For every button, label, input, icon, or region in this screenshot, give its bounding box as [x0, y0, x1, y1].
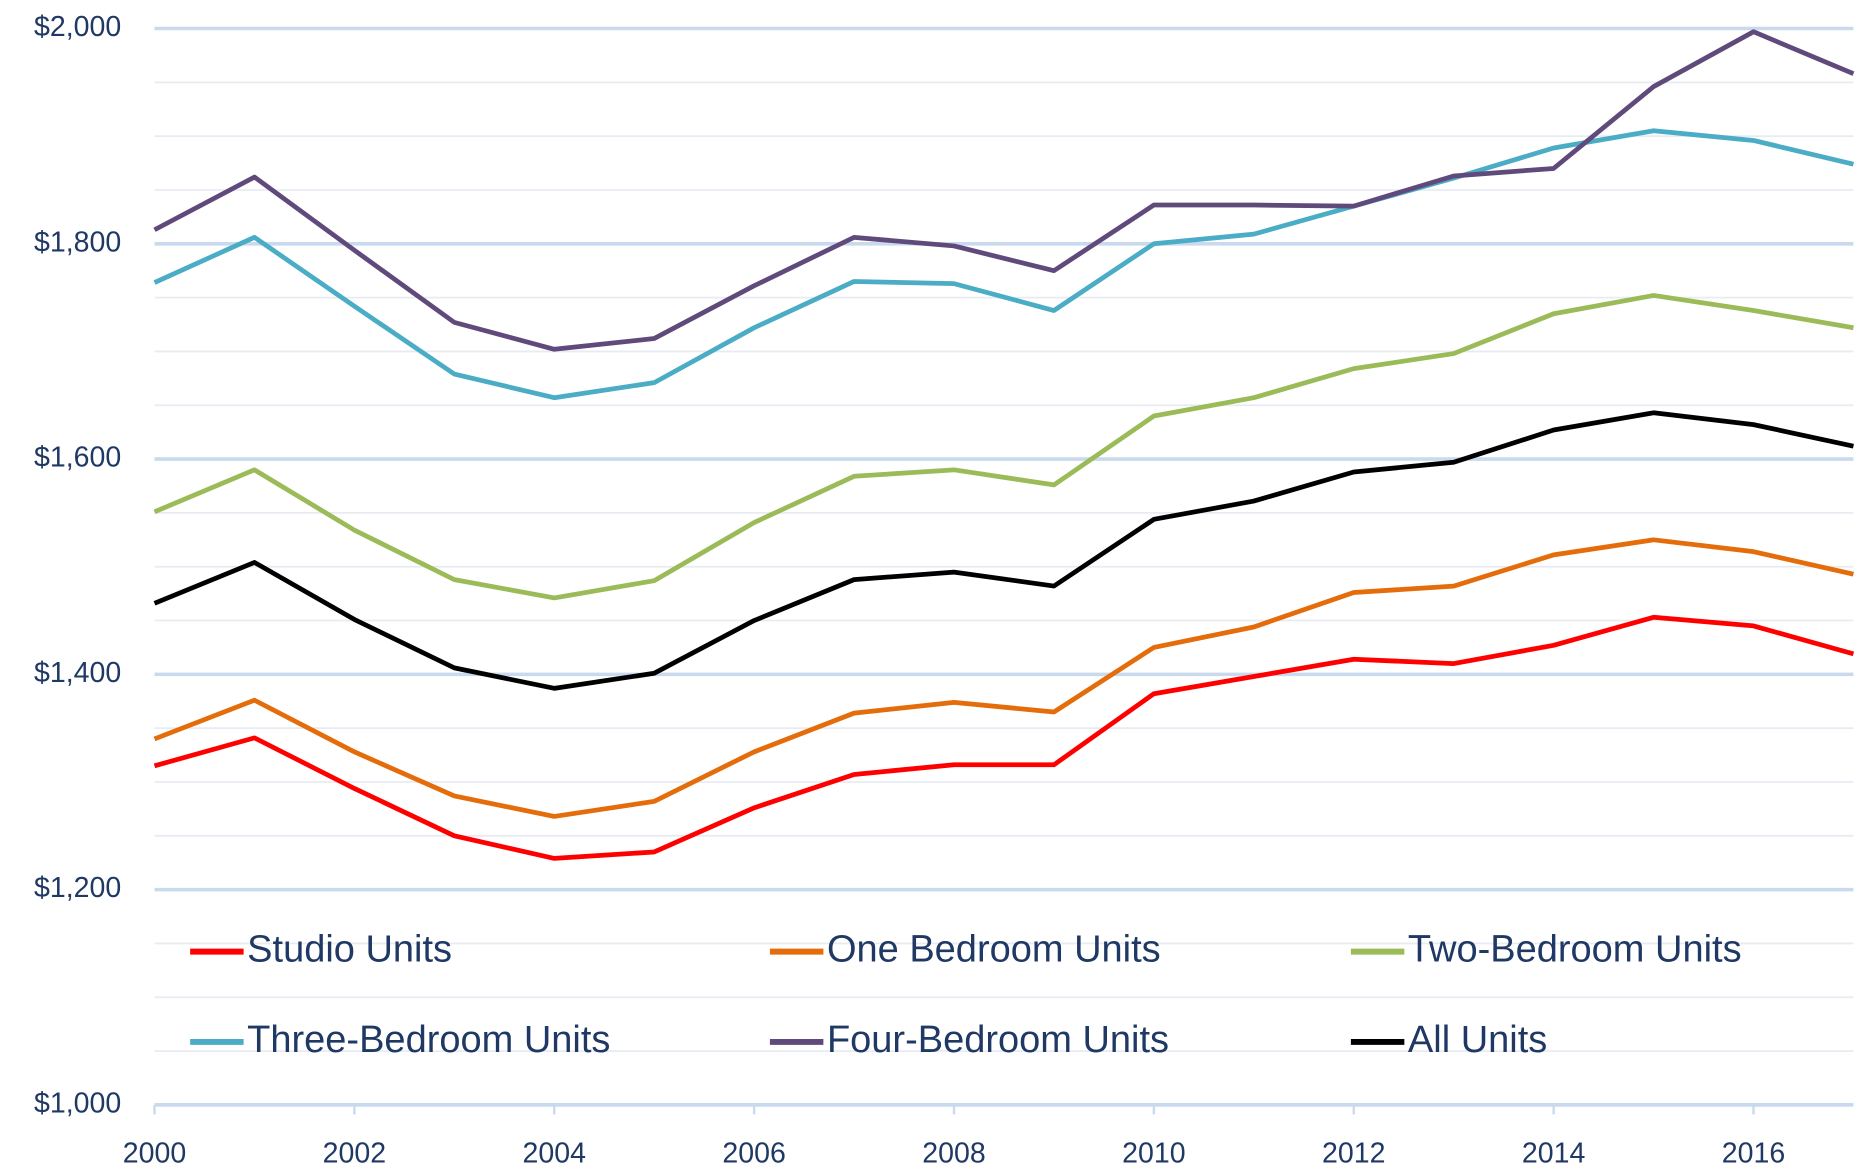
- x-tick-label: 2016: [1722, 1137, 1785, 1169]
- x-tick-label: 2004: [523, 1137, 587, 1169]
- series-line: [153, 410, 1854, 691]
- y-tick-label: $1,600: [34, 442, 121, 474]
- legend-label: All Units: [1408, 1019, 1547, 1061]
- x-tick-label: 2000: [123, 1137, 186, 1169]
- series-line: [153, 128, 1854, 401]
- legend-label: Three-Bedroom Units: [247, 1019, 610, 1061]
- x-tick-label: 2006: [722, 1137, 785, 1169]
- x-tick-label: 2012: [1322, 1137, 1385, 1169]
- legend-label: One Bedroom Units: [827, 929, 1161, 971]
- legend-label: Four-Bedroom Units: [827, 1019, 1169, 1061]
- x-tick-label: 2002: [323, 1137, 386, 1169]
- legend-label: Studio Units: [247, 929, 452, 971]
- series-line: [153, 537, 1854, 819]
- y-tick-label: $1,000: [34, 1087, 121, 1119]
- series-line: [153, 293, 1854, 601]
- x-tick-label: 2008: [922, 1137, 985, 1169]
- y-tick-label: $1,200: [34, 872, 121, 904]
- series-line: [153, 614, 1855, 861]
- x-tick-label: 2010: [1122, 1137, 1185, 1169]
- x-tick-label: 2014: [1522, 1137, 1586, 1169]
- series-line: [153, 29, 1855, 352]
- y-tick-label: $2,000: [34, 11, 121, 43]
- y-tick-label: $1,800: [34, 226, 121, 258]
- legend-label: Two-Bedroom Units: [1408, 929, 1742, 971]
- y-tick-label: $1,400: [34, 657, 121, 689]
